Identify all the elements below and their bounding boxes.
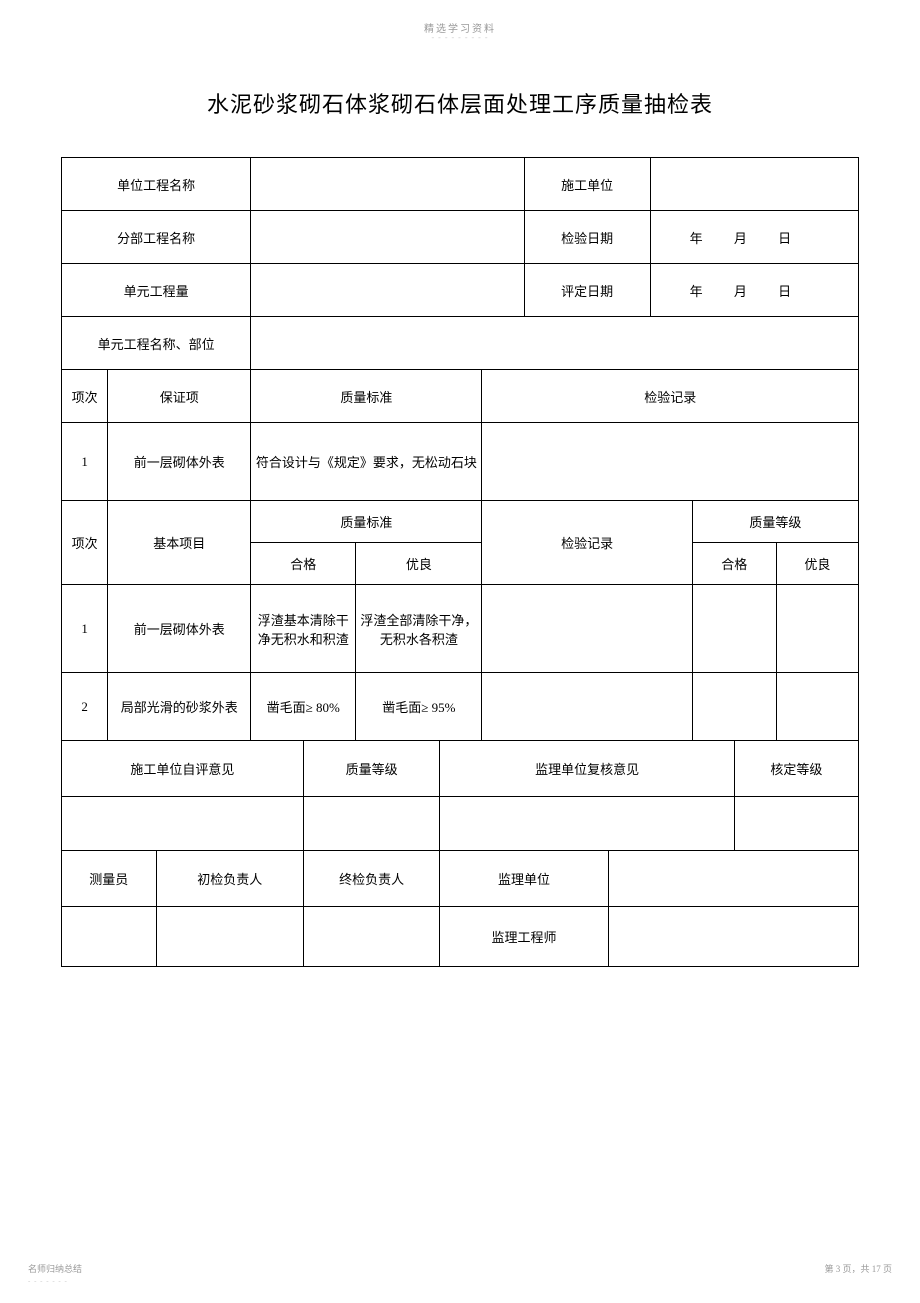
basic-row-grade-excellent: [776, 585, 858, 673]
date-year: 年: [690, 284, 703, 299]
header-inspection-record-2: 检验记录: [482, 501, 692, 585]
guarantee-row-record: [482, 423, 859, 501]
guarantee-row-standard: 符合设计与《规定》要求，无松动石块: [251, 423, 482, 501]
field-initial-inspector: [156, 907, 303, 967]
header-quality-standard-2: 质量标准: [251, 501, 482, 543]
document-title: 水泥砂浆砌石体浆砌石体层面处理工序质量抽检表: [0, 87, 920, 119]
date-month: 月: [734, 231, 747, 246]
header-watermark-underline: - - - - - - - - -: [0, 33, 920, 42]
field-unit-name-location: [251, 317, 859, 370]
basic-row-grade-qualified: [692, 673, 776, 741]
header-quality-grade: 质量等级: [692, 501, 858, 543]
label-self-opinion: 施工单位自评意见: [62, 741, 304, 797]
label-quality-grade-2: 质量等级: [303, 741, 440, 797]
label-initial-inspector: 初检负责人: [156, 851, 303, 907]
field-assessment-date: 年 月 日: [650, 264, 858, 317]
date-year: 年: [690, 231, 703, 246]
field-construction-unit: [650, 158, 858, 211]
field-final-inspector: [303, 907, 440, 967]
basic-row-qualified: 浮渣基本清除干净无积水和积渣: [251, 585, 356, 673]
field-unit-quantity: [251, 264, 524, 317]
footer-left: 名师归纳总结: [28, 1262, 82, 1275]
field-self-opinion: [62, 797, 304, 851]
label-unit-quantity: 单元工程量: [62, 264, 251, 317]
header-guarantee-item: 保证项: [108, 370, 251, 423]
header-grade-qualified: 合格: [692, 543, 776, 585]
guarantee-row-no: 1: [62, 423, 108, 501]
label-final-inspector: 终检负责人: [303, 851, 440, 907]
header-grade-excellent: 优良: [776, 543, 858, 585]
label-confirm-grade: 核定等级: [734, 741, 858, 797]
guarantee-row-item: 前一层砌体外表: [108, 423, 251, 501]
field-supervision-unit: [608, 851, 858, 907]
field-sub-project-name: [251, 211, 524, 264]
header-item-no-2: 项次: [62, 501, 108, 585]
header-inspection-record: 检验记录: [482, 370, 859, 423]
label-surveyor: 测量员: [62, 851, 157, 907]
label-construction-unit: 施工单位: [524, 158, 650, 211]
header-excellent: 优良: [356, 543, 482, 585]
label-sub-project-name: 分部工程名称: [62, 211, 251, 264]
label-inspection-date: 检验日期: [524, 211, 650, 264]
label-supervision-engineer: 监理工程师: [440, 907, 608, 967]
field-unit-project-name: [251, 158, 524, 211]
date-day: 日: [778, 231, 791, 246]
basic-row-excellent: 浮渣全部清除干净，无积水各积渣: [356, 585, 482, 673]
field-confirm-grade: [734, 797, 858, 851]
basic-row-grade-qualified: [692, 585, 776, 673]
label-unit-name-location: 单元工程名称、部位: [62, 317, 251, 370]
basic-row-record: [482, 585, 692, 673]
basic-row-no: 1: [62, 585, 108, 673]
header-quality-standard: 质量标准: [251, 370, 482, 423]
header-watermark: 精选学习资料: [0, 0, 920, 35]
field-quality-grade-2: [303, 797, 440, 851]
basic-row-qualified: 凿毛面≥ 80%: [251, 673, 356, 741]
basic-row-excellent: 凿毛面≥ 95%: [356, 673, 482, 741]
basic-row-grade-excellent: [776, 673, 858, 741]
label-unit-project-name: 单位工程名称: [62, 158, 251, 211]
inspection-form-table: 单位工程名称 施工单位 分部工程名称 检验日期 年 月 日 单元工程量 评定日期…: [61, 157, 859, 967]
label-assessment-date: 评定日期: [524, 264, 650, 317]
footer-right: 第 3 页，共 17 页: [824, 1262, 892, 1275]
header-item-no: 项次: [62, 370, 108, 423]
label-supervision-unit: 监理单位: [440, 851, 608, 907]
basic-row-item: 前一层砌体外表: [108, 585, 251, 673]
basic-row-item: 局部光滑的砂浆外表: [108, 673, 251, 741]
field-review-opinion: [440, 797, 734, 851]
field-supervision-engineer: [608, 907, 858, 967]
basic-row-no: 2: [62, 673, 108, 741]
header-basic-item: 基本项目: [108, 501, 251, 585]
date-day: 日: [778, 284, 791, 299]
field-surveyor: [62, 907, 157, 967]
label-review-opinion: 监理单位复核意见: [440, 741, 734, 797]
field-inspection-date: 年 月 日: [650, 211, 858, 264]
footer-left-underline: - - - - - - -: [28, 1277, 68, 1285]
date-month: 月: [734, 284, 747, 299]
basic-row-record: [482, 673, 692, 741]
header-qualified: 合格: [251, 543, 356, 585]
